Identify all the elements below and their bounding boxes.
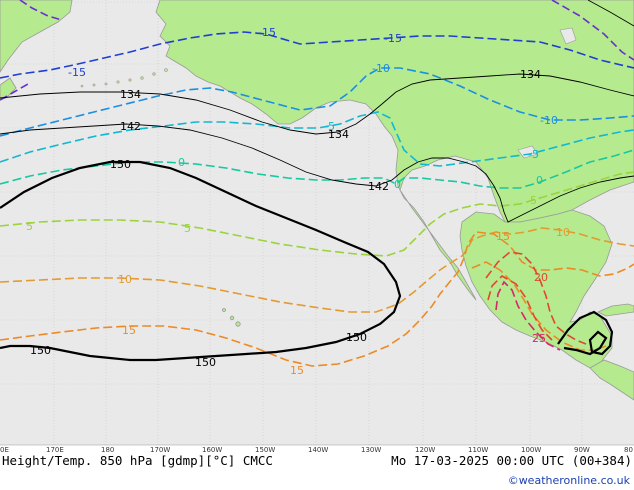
label-150-left: 150 <box>30 344 51 357</box>
lon-label: 170W <box>150 446 170 454</box>
label-15-left: 15 <box>122 324 136 337</box>
lon-label: 0E <box>0 446 9 454</box>
isotherms <box>0 31 634 367</box>
lon-label: 120W <box>415 446 435 454</box>
lon-label: 150W <box>255 446 275 454</box>
label-10-right: 10 <box>556 226 570 239</box>
label-m15-left: -15 <box>68 66 86 79</box>
label-15-mid: 15 <box>290 364 304 377</box>
label-m15-mid: -15 <box>258 26 276 39</box>
land-north-america <box>155 0 634 301</box>
label-m10-right: -10 <box>540 114 558 127</box>
temp-labels: -15 -15 -15 -10 -10 -5 -5 0 0 0 5 5 5 10… <box>26 26 570 377</box>
site-credit[interactable]: ©weatheronline.co.uk <box>508 474 631 487</box>
height-142 <box>0 123 634 223</box>
isotherm-10 <box>0 227 634 313</box>
isotherm-5 <box>0 171 634 257</box>
land-mexico <box>459 209 613 369</box>
footer-strip <box>0 445 634 490</box>
isotherm-15-inner <box>471 261 607 351</box>
height-150 <box>0 160 402 362</box>
label-134-right: 134 <box>520 68 541 81</box>
aleutian-islands <box>80 68 168 88</box>
longitude-labels: 0E 170E 180 170W 160W 150W 140W 130W 120… <box>0 446 633 454</box>
label-134-mid: 134 <box>328 128 349 141</box>
label-m15-right: -15 <box>384 32 402 45</box>
isotherm-25 <box>495 280 561 351</box>
label-134-left: 134 <box>120 88 141 101</box>
land-cuba <box>597 303 634 317</box>
top-right-contour <box>587 0 634 27</box>
label-m5-right: -5 <box>528 148 539 161</box>
land-central-america <box>589 359 634 401</box>
label-5-right: 5 <box>530 194 537 207</box>
lon-label: 90W <box>574 446 590 454</box>
isotherm-20 <box>485 251 587 345</box>
label-150-right: 150 <box>346 331 367 344</box>
height-150-central-america <box>557 310 614 356</box>
isotherm-m15 <box>0 31 634 79</box>
label-142-right: 142 <box>368 180 389 193</box>
lon-label: 130W <box>361 446 381 454</box>
lon-label: 140W <box>308 446 328 454</box>
label-142-left: 142 <box>120 120 141 133</box>
label-m5-mid: -5 <box>324 120 335 133</box>
inland-water <box>517 27 577 159</box>
height-contours <box>0 73 634 362</box>
lon-label: 160W <box>202 446 222 454</box>
label-0-mid: 0 <box>394 178 401 191</box>
height-134 <box>0 73 634 135</box>
label-150-top: 150 <box>110 158 131 171</box>
lon-label: 80 <box>624 446 633 454</box>
label-20: 20 <box>534 271 548 284</box>
lon-label: 100W <box>521 446 541 454</box>
isotherm-20-inner <box>487 275 553 341</box>
label-25: 25 <box>532 332 546 345</box>
lon-label: 110W <box>468 446 488 454</box>
label-10-left: 10 <box>118 273 132 286</box>
map-title: Height/Temp. 850 hPa [gdmp][°C] CMCC <box>2 453 273 468</box>
map-timestamp: Mo 17-03-2025 00:00 UTC (00+384) <box>391 453 632 468</box>
label-5-mid: 5 <box>184 222 191 235</box>
isotherm-m5 <box>0 111 634 167</box>
lon-label: 170E <box>46 446 64 454</box>
label-150-mid: 150 <box>195 356 216 369</box>
label-m10-mid: -10 <box>372 62 390 75</box>
label-15-right: 15 <box>496 230 510 243</box>
label-0-right: 0 <box>536 174 543 187</box>
height-labels: 134 134 134 142 142 150 150 150 150 <box>30 68 541 369</box>
label-5-left: 5 <box>26 220 33 233</box>
label-0-left: 0 <box>178 156 185 169</box>
lon-label: 180 <box>101 446 114 454</box>
isotherm-m10 <box>0 67 634 137</box>
isotherm-15 <box>0 231 634 367</box>
